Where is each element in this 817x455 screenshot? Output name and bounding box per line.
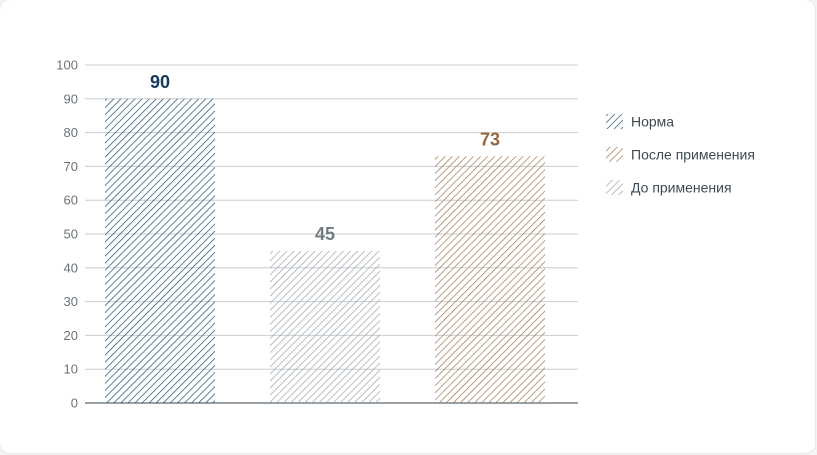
legend-item: До применения xyxy=(606,180,732,196)
y-tick-label: 10 xyxy=(64,362,78,377)
data-label: 90 xyxy=(150,72,170,92)
legend-swatch xyxy=(606,114,623,129)
y-tick-label: 30 xyxy=(64,294,78,309)
legend-swatch xyxy=(606,180,623,195)
y-tick-label: 70 xyxy=(64,159,78,174)
bar-0 xyxy=(105,98,215,404)
y-tick-label: 40 xyxy=(64,260,78,275)
bar-2 xyxy=(435,156,545,403)
legend-label: До применения xyxy=(631,180,732,196)
y-tick-label: 0 xyxy=(71,396,78,411)
y-tick-label: 80 xyxy=(64,125,78,140)
y-tick-label: 50 xyxy=(64,227,78,242)
data-label: 73 xyxy=(480,129,500,149)
y-tick-label: 60 xyxy=(64,193,78,208)
y-tick-label: 100 xyxy=(56,58,78,73)
legend-label: После применения xyxy=(631,147,755,163)
legend-swatch xyxy=(606,147,623,162)
y-tick-label: 90 xyxy=(64,91,78,106)
bar-1 xyxy=(270,250,380,403)
data-label: 45 xyxy=(315,224,335,244)
y-tick-label: 20 xyxy=(64,328,78,343)
legend-item: После применения xyxy=(606,147,755,163)
legend-item: Норма xyxy=(606,114,674,130)
legend-label: Норма xyxy=(631,114,674,130)
